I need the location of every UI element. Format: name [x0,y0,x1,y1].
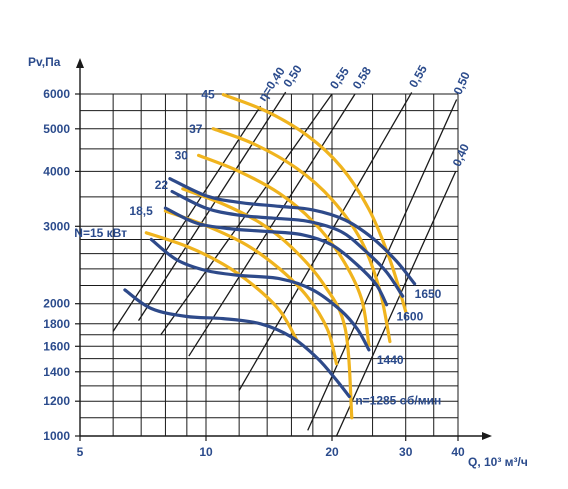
y-tick-label: 1000 [43,429,70,443]
power-curve [181,187,354,420]
y-tick-label: 2000 [43,297,70,311]
power-label: N=15 кВт [74,226,127,240]
x-tick-label: 5 [77,445,84,459]
efficiency-label: 0,55 [406,62,430,90]
y-tick-label: 1200 [43,394,70,408]
axes [76,58,492,440]
power-label: 30 [175,148,189,162]
x-tick-label: 10 [199,445,213,459]
y-tick-label: 5000 [43,122,70,136]
efficiency-lines [112,91,458,436]
speed-curve [123,288,351,399]
efficiency-label: 0,58 [350,64,375,91]
y-tick-label: 6000 [43,87,70,101]
x-tick-label: 30 [399,445,413,459]
power-label: 22 [155,178,169,192]
speed-curves [123,177,417,399]
x-tick-label: 20 [325,445,339,459]
efficiency-label: 0,40 [450,141,473,168]
speed-label: 1600 [397,310,424,324]
speed-curve [168,177,417,286]
y-tick-label: 3000 [43,219,70,233]
grid [80,93,459,437]
speed-curve [149,237,371,352]
efficiency-label: 0,50 [451,69,473,96]
tick-labels: 1000 1200 1400 1600 1800 2000 3000 4000 5000 6000… [28,55,528,469]
y-tick-label: 1400 [43,365,70,379]
x-axis-arrow [482,432,492,440]
y-tick-label: 1600 [43,339,70,353]
y-axis-arrow [76,58,84,68]
power-label: 37 [189,122,203,136]
efficiency-line [335,171,457,436]
speed-curve [163,206,389,307]
speed-label: 1440 [377,353,404,367]
y-tick-label: 4000 [43,164,70,178]
x-tick-label: 40 [451,445,465,459]
speed-curve [170,189,405,298]
speed-label: 1650 [415,287,442,301]
y-tick-label: 1800 [43,317,70,331]
power-curve [221,93,408,314]
efficiency-label: 0,50 [280,62,305,89]
x-axis-title: Q, 10³ м³/ч [468,455,528,469]
efficiency-label: 0,55 [327,64,352,91]
speed-label: n=1285 об/мин [355,393,441,407]
power-label: 18,5 [129,204,153,218]
efficiency-line [188,93,356,357]
efficiency-line [138,91,287,322]
power-label: 45 [201,88,215,102]
y-axis-title: Pv,Па [28,55,61,69]
